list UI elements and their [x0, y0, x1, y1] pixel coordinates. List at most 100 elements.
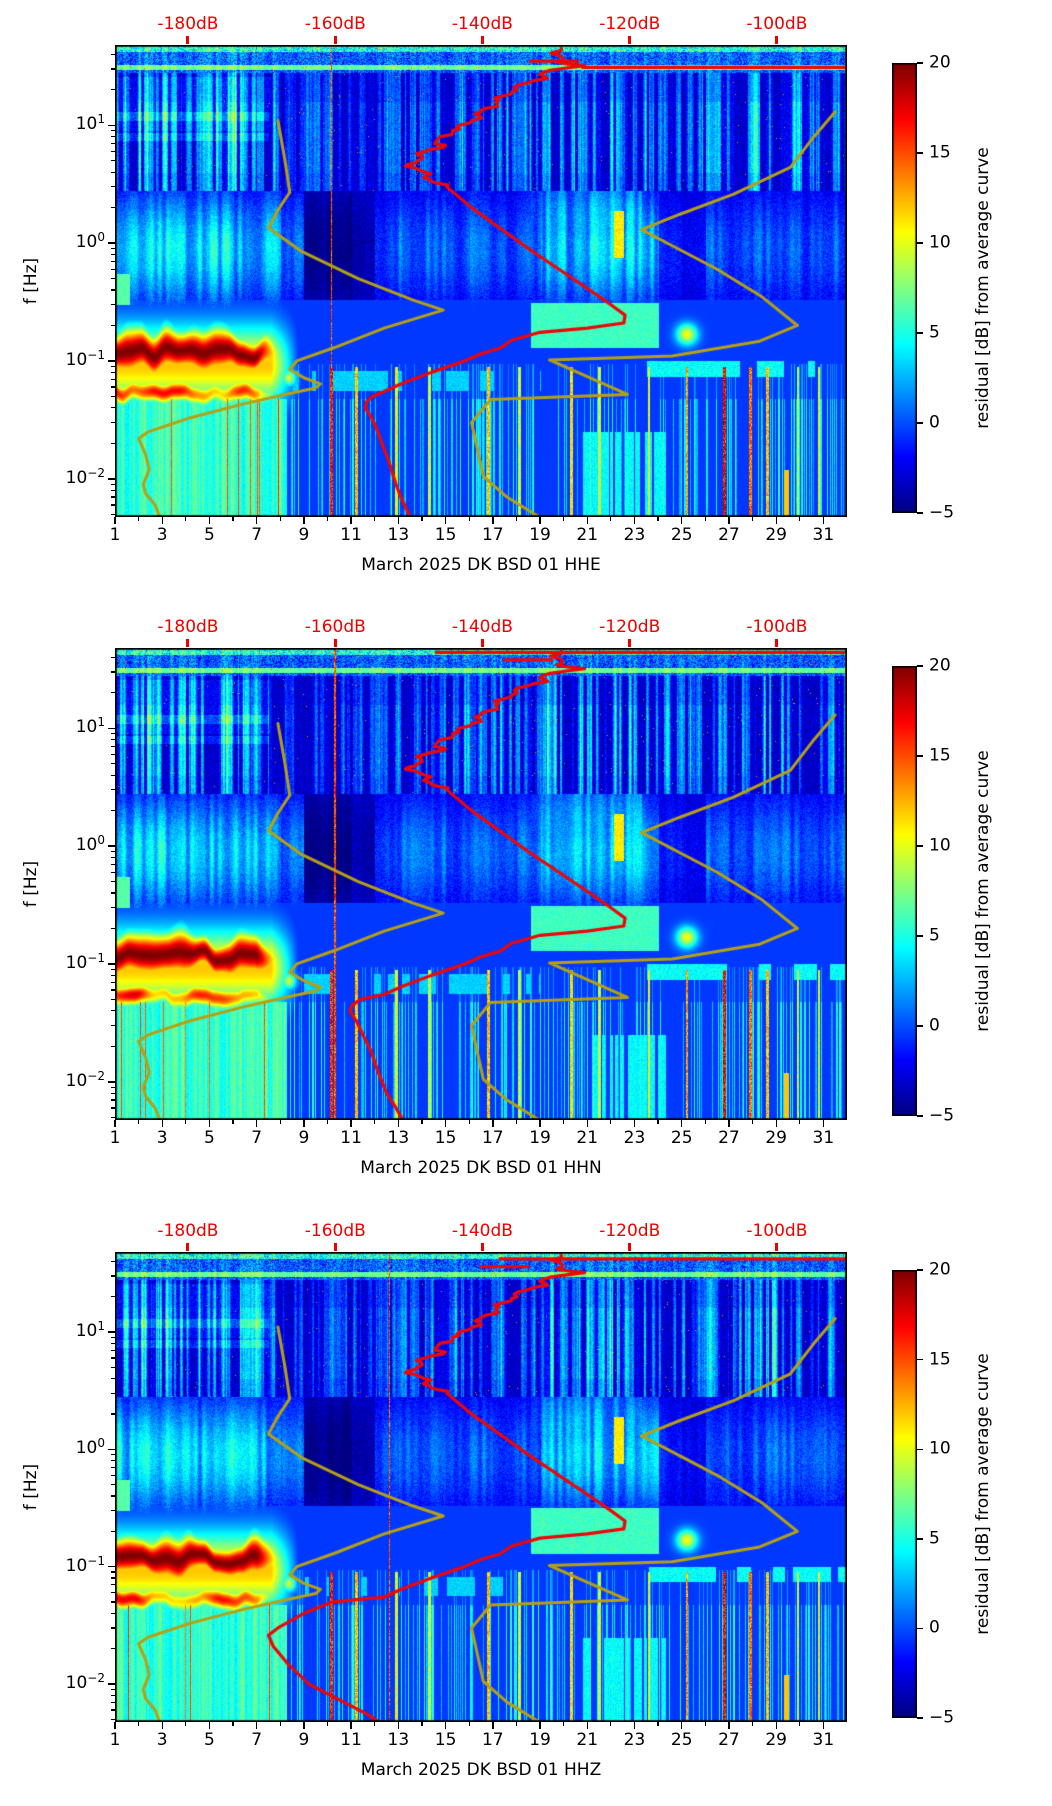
y-minor-tick: [111, 136, 115, 138]
x-minor-tick: [563, 1120, 565, 1124]
x-minor-tick: [610, 1120, 612, 1124]
y-minor-tick: [111, 774, 115, 776]
y-minor-tick: [111, 130, 115, 132]
top-db-label: -140dB: [451, 617, 513, 637]
x-tick-label: 23: [623, 1730, 646, 1750]
top-db-tick: [628, 1243, 632, 1251]
colorbar-tick-label: 5: [929, 925, 940, 946]
colorbar-tick: [917, 935, 923, 937]
y-minor-tick: [111, 1584, 115, 1586]
x-minor-tick: [185, 517, 187, 521]
x-minor-tick: [704, 1120, 706, 1124]
y-minor-tick: [111, 1260, 115, 1262]
y-minor-tick: [111, 1357, 115, 1359]
x-tick-label: 17: [481, 1730, 504, 1750]
colorbar-tick-label: 10: [929, 232, 951, 253]
colorbar-tick-label: 0: [929, 1617, 940, 1638]
top-db-tick: [186, 36, 190, 44]
x-tick-label: 19: [529, 1730, 551, 1750]
y-minor-tick: [111, 483, 115, 485]
x-major-tick: [444, 1722, 447, 1729]
y-minor-tick: [111, 504, 115, 506]
y-tick-label: 10−1: [65, 347, 105, 370]
x-minor-tick: [657, 517, 659, 521]
x-tick-label: 1: [109, 525, 121, 545]
top-db-tick: [186, 1243, 190, 1251]
x-tick-label: 25: [670, 1128, 693, 1148]
y-minor-tick: [111, 739, 115, 741]
colorbar-label-hhn: residual [dB] from average curve: [973, 750, 993, 1032]
x-major-tick: [539, 517, 541, 524]
y-minor-tick: [111, 1024, 115, 1027]
colorbar-tick-label: −5: [929, 502, 955, 523]
x-minor-tick: [138, 1722, 140, 1726]
x-tick-label: 15: [434, 525, 457, 545]
colorbar-tick: [917, 332, 923, 334]
x-major-tick: [303, 1120, 305, 1127]
colorbar-tick-label: −5: [929, 1707, 955, 1728]
y-minor-tick: [111, 1612, 115, 1614]
y-minor-tick: [111, 1627, 115, 1629]
y-minor-tick: [111, 927, 115, 930]
y-minor-tick: [111, 150, 115, 152]
colorbar-tick: [917, 422, 923, 424]
y-minor-tick: [111, 745, 115, 748]
y-minor-tick: [111, 880, 115, 883]
x-minor-tick: [468, 517, 470, 521]
x-major-tick: [161, 1722, 163, 1729]
x-minor-tick: [751, 1120, 754, 1124]
x-tick-label: 21: [576, 1730, 599, 1750]
x-minor-tick: [468, 1722, 470, 1726]
y-minor-tick: [111, 268, 115, 270]
y-minor-tick: [111, 968, 115, 970]
y-minor-tick: [111, 1718, 115, 1720]
y-tick-label: 10−2: [65, 1670, 105, 1693]
y-minor-tick: [111, 1571, 115, 1573]
y-minor-tick: [111, 1510, 115, 1512]
y-minor-tick: [111, 1454, 115, 1456]
x-minor-tick: [421, 1722, 423, 1726]
y-minor-tick: [111, 142, 115, 145]
x-tick-label: 21: [576, 1128, 599, 1148]
y-minor-tick: [111, 1086, 115, 1088]
x-major-tick: [256, 1120, 258, 1127]
x-tick-label: 27: [718, 525, 740, 545]
x-tick-label: 31: [812, 1730, 835, 1750]
y-minor-tick: [111, 68, 115, 70]
x-major-tick: [728, 1722, 730, 1729]
y-minor-tick: [111, 974, 115, 976]
x-minor-tick: [468, 1120, 470, 1124]
x-major-tick: [539, 1722, 541, 1729]
x-tick-label: 5: [204, 1128, 215, 1148]
x-tick-label: 17: [481, 1128, 504, 1148]
y-major-tick: [108, 1331, 115, 1333]
x-major-tick: [728, 517, 730, 524]
x-major-tick: [822, 517, 825, 524]
y-tick-label: 101: [75, 715, 105, 738]
y-minor-tick: [111, 892, 115, 894]
x-tick-label: 13: [387, 1730, 410, 1750]
y-minor-tick: [111, 1010, 115, 1012]
yaxis-label-hhn: f [Hz]: [21, 860, 41, 908]
y-minor-tick: [111, 207, 115, 209]
y-tick-label: 101: [75, 112, 105, 135]
y-major-tick: [108, 727, 115, 730]
xaxis-title-hhz: March 2025 DK BSD 01 HHZ: [360, 1760, 602, 1780]
x-minor-tick: [799, 517, 801, 521]
x-minor-tick: [421, 1120, 423, 1124]
y-minor-tick: [111, 1648, 115, 1650]
top-db-tick: [628, 639, 632, 647]
x-minor-tick: [326, 1722, 329, 1726]
colorbar-label-hhz: residual [dB] from average curve: [973, 1353, 993, 1635]
x-tick-label: 23: [623, 1128, 646, 1148]
x-major-tick: [114, 1722, 116, 1729]
colorbar-tick: [917, 845, 923, 847]
y-minor-tick: [111, 1466, 115, 1469]
top-db-label: -120dB: [599, 1221, 661, 1241]
top-db-tick: [333, 36, 337, 44]
y-minor-tick: [111, 386, 115, 388]
x-major-tick: [492, 517, 494, 524]
x-tick-label: 11: [340, 1730, 362, 1750]
x-major-tick: [681, 1722, 683, 1729]
